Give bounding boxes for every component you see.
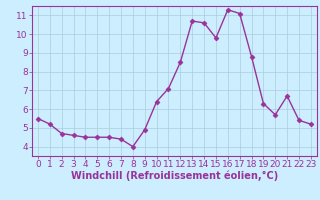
X-axis label: Windchill (Refroidissement éolien,°C): Windchill (Refroidissement éolien,°C) [71, 171, 278, 181]
